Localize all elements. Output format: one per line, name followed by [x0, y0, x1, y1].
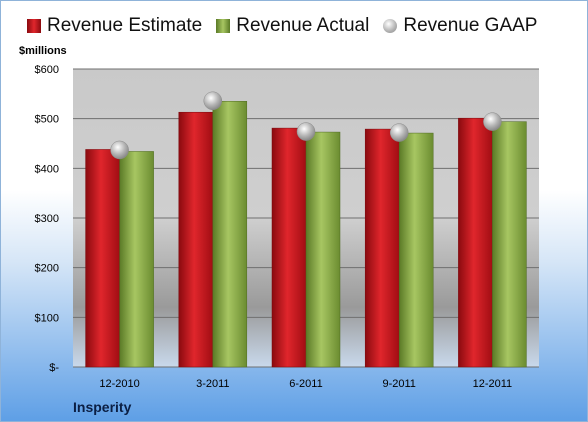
bar-revenue-actual [119, 151, 154, 368]
x-tick-label: 9-2011 [382, 378, 415, 390]
y-tick-label: $400 [35, 163, 59, 175]
bar-revenue-actual [305, 131, 341, 368]
y-tick-label: $500 [35, 114, 59, 126]
legend-item-gaap: Revenue GAAP [383, 15, 537, 37]
x-tick-label: 12-2010 [99, 378, 139, 390]
x-tick-label: 6-2011 [289, 378, 322, 390]
legend-item-estimate: Revenue Estimate [27, 15, 202, 37]
bar-revenue-estimate [364, 128, 400, 368]
legend-swatch-estimate [27, 19, 41, 33]
y-tick-label: $600 [35, 64, 59, 76]
marker-revenue-gaap [203, 91, 223, 111]
bar-revenue-estimate [458, 117, 493, 368]
y-axis-ticks: $- $100 $200 $300 $400 $500 $600 [35, 64, 60, 374]
y-tick-label: $300 [35, 213, 59, 225]
company-name: Insperity [73, 399, 132, 415]
bar-revenue-actual [492, 121, 527, 368]
legend-label-estimate: Revenue Estimate [47, 15, 203, 36]
x-tick-label: 3-2011 [196, 378, 229, 390]
bar-revenue-actual [212, 101, 248, 368]
legend-swatch-actual [216, 19, 231, 33]
marker-revenue-gaap [296, 122, 316, 141]
marker-revenue-gaap [483, 112, 502, 131]
y-tick-label: $200 [35, 263, 59, 275]
bars [85, 91, 527, 368]
bar-revenue-estimate [271, 127, 307, 368]
legend-swatch-gaap [383, 19, 398, 33]
x-axis-ticks: 12-2010 3-2011 6-2011 9-2011 12-2011 [99, 378, 512, 390]
legend-label-actual: Revenue Actual [236, 15, 370, 36]
bar-revenue-actual [398, 132, 434, 368]
y-tick-label: $- [49, 362, 59, 374]
x-tick-label: 12-2011 [473, 378, 513, 390]
marker-revenue-gaap [110, 140, 129, 160]
bar-revenue-estimate [178, 111, 214, 368]
y-tick-label: $100 [35, 312, 59, 324]
marker-revenue-gaap [389, 123, 409, 142]
legend-label-gaap: Revenue GAAP [403, 15, 538, 36]
bar-revenue-estimate [85, 149, 120, 368]
legend-item-actual: Revenue Actual [216, 15, 369, 37]
legend: Revenue Estimate Revenue Actual Revenue … [27, 15, 537, 37]
y-unit-label: $millions [19, 45, 67, 57]
